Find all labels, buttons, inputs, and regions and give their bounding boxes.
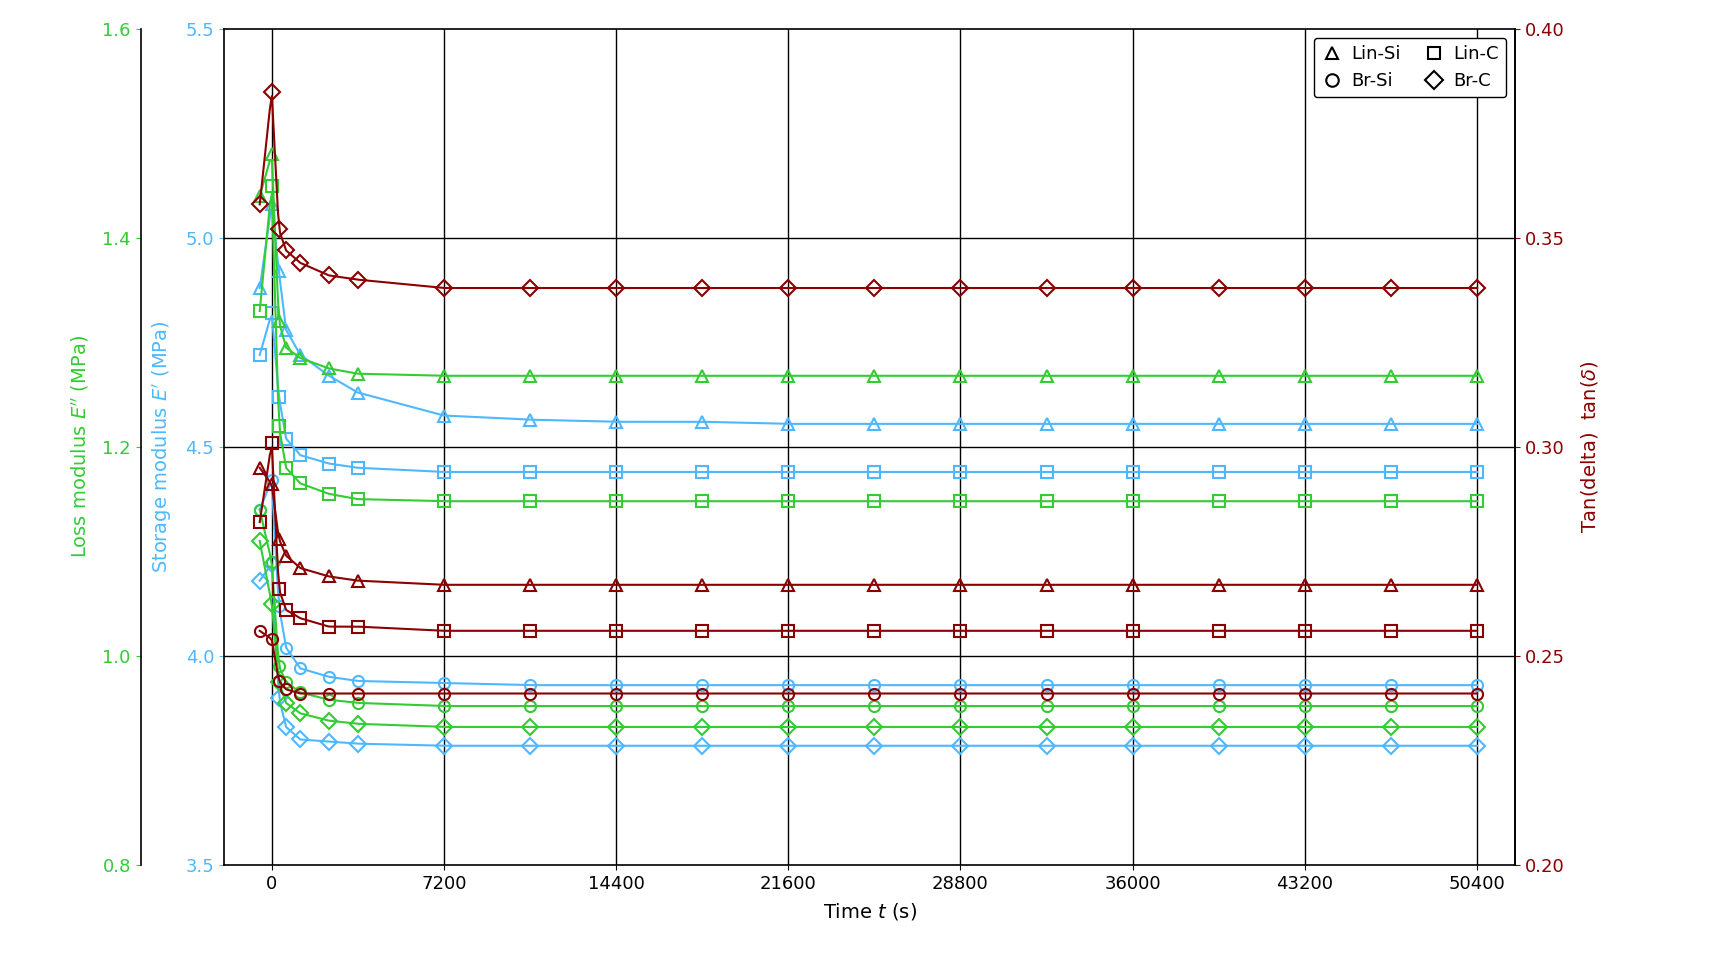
Legend: Lin-Si, Br-Si, Lin-C, Br-C: Lin-Si, Br-Si, Lin-C, Br-C xyxy=(1314,37,1507,97)
X-axis label: Time $\mathit{t}$ (s): Time $\mathit{t}$ (s) xyxy=(823,901,916,922)
Y-axis label: Tan(delta)  tan($\delta$): Tan(delta) tan($\delta$) xyxy=(1579,360,1600,533)
Y-axis label: Loss modulus $E''$ (MPa): Loss modulus $E''$ (MPa) xyxy=(69,335,91,558)
Y-axis label: Storage modulus $E'$ (MPa): Storage modulus $E'$ (MPa) xyxy=(150,321,174,573)
